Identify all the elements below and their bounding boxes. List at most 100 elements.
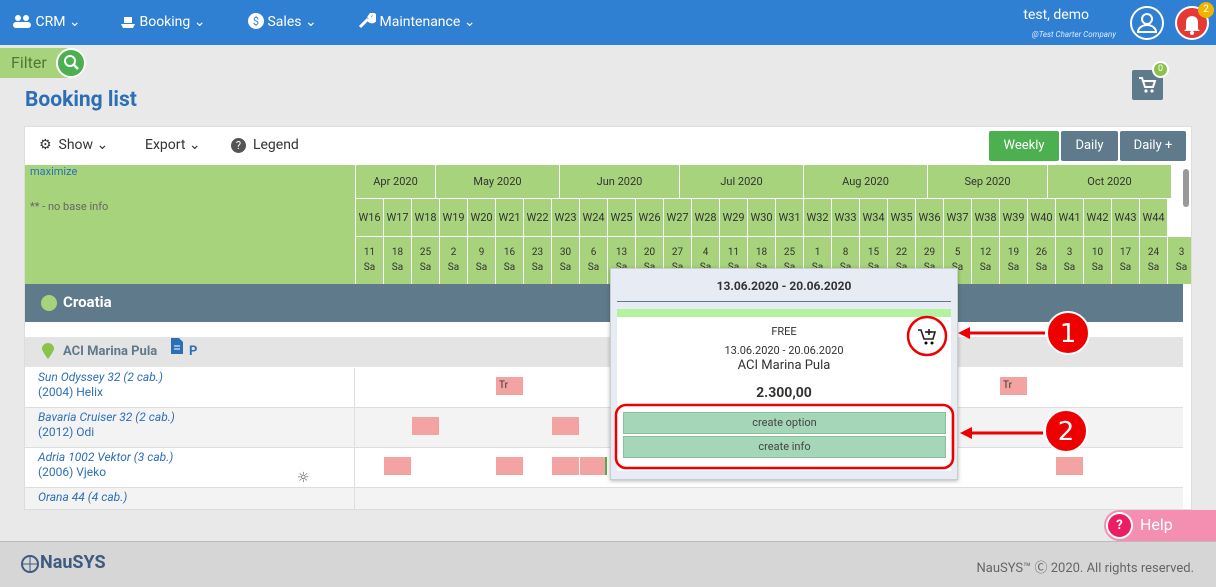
day-number: 26: [1035, 247, 1048, 258]
nav-sales[interactable]: $ Sales ⌄: [248, 0, 317, 45]
user-name: test, demo: [1023, 7, 1089, 23]
booking-block[interactable]: [1056, 457, 1083, 475]
booking-block[interactable]: [580, 457, 607, 475]
day-number: 5: [954, 247, 961, 258]
boat-model[interactable]: Orana 44 (4 cab.): [38, 490, 128, 504]
label: Show: [58, 137, 94, 153]
weekday: Sa: [748, 262, 775, 273]
week-header: W33: [831, 199, 859, 237]
booking-block[interactable]: [552, 457, 579, 475]
day-number: 16: [503, 247, 516, 258]
boat-name: (2004) Helix: [38, 385, 103, 399]
weekday: Sa: [944, 262, 971, 273]
v-scrollbar[interactable]: [1183, 169, 1189, 207]
day-header: 19 Sa: [999, 237, 1027, 284]
day-number: 29: [923, 247, 936, 258]
week-header: W38: [971, 199, 999, 237]
day-header: 3 Sa: [1055, 237, 1083, 284]
month-header: Apr 2020: [355, 165, 435, 199]
maximize-link[interactable]: maximize: [30, 165, 78, 178]
week-header: W30: [747, 199, 775, 237]
day-number: 12: [979, 247, 992, 258]
export-menu[interactable]: Export ⌄: [145, 137, 201, 153]
price: 2.300,00: [756, 385, 812, 401]
legend-button[interactable]: ? Legend: [231, 137, 299, 153]
boat-name: (2006) Vjeko: [38, 465, 107, 479]
daily-plus-button[interactable]: Daily +: [1120, 131, 1186, 161]
week-header: W19: [439, 199, 467, 237]
nav-booking[interactable]: Booking ⌄: [120, 0, 205, 45]
month-header: Oct 2020: [1047, 165, 1171, 199]
day-header: 23 Sa: [523, 237, 551, 284]
day-number: 18: [755, 247, 768, 258]
notification-badge: 2: [1198, 2, 1214, 18]
base: ACI Marina Pula: [737, 358, 831, 373]
boat-row[interactable]: Bavaria Cruiser 32 (2 cab.) (2012) Odi: [25, 408, 1183, 448]
label: CRM: [35, 14, 66, 30]
weekday: Sa: [559, 262, 572, 273]
day-header: 6 Sa: [579, 237, 607, 284]
booking-block[interactable]: [552, 417, 579, 435]
week-header: W28: [691, 199, 719, 237]
day-header: 25 Sa: [411, 237, 439, 284]
weekday: Sa: [391, 262, 404, 273]
note: ** - no base info: [30, 200, 109, 213]
slot-popup: 13.06.2020 - 20.06.2020 FREE 13.06.2020 …: [610, 268, 958, 480]
week-header: W41: [1055, 199, 1083, 237]
add-to-cart[interactable]: [917, 327, 937, 347]
create-option-button[interactable]: create option: [623, 412, 946, 434]
boat-model[interactable]: Sun Odyssey 32 (2 cab.): [38, 370, 163, 384]
day-header: 30 Sa: [551, 237, 579, 284]
day-header: 18 Sa: [383, 237, 411, 284]
status: FREE: [771, 325, 797, 338]
copyright: NauSYS™ Ⓒ 2020. All rights reserved.: [976, 561, 1194, 576]
dates: 13.06.2020 - 20.06.2020: [724, 344, 844, 357]
day-number: 3: [1178, 247, 1185, 258]
week-header: W37: [943, 199, 971, 237]
week-header: W35: [887, 199, 915, 237]
popup-card: FREE 13.06.2020 - 20.06.2020 ACI Marina …: [617, 309, 951, 471]
weekday: Sa: [587, 262, 600, 273]
create-info-button[interactable]: create info: [623, 436, 946, 458]
base-row: ACI Marina Pula P: [25, 337, 1183, 367]
week-header: W36: [915, 199, 943, 237]
svg-text:$: $: [253, 15, 259, 28]
weekly-button[interactable]: Weekly: [989, 131, 1059, 161]
day-number: 27: [671, 247, 684, 258]
week-header: W18: [411, 199, 439, 237]
weekday: Sa: [608, 262, 635, 273]
booking-block[interactable]: [496, 457, 523, 475]
weekday: Sa: [636, 262, 663, 273]
month-header: May 2020: [435, 165, 559, 199]
week-header: W25: [607, 199, 635, 237]
week-header: W42: [1083, 199, 1111, 237]
booking-block[interactable]: [412, 417, 439, 435]
weekday: Sa: [531, 262, 544, 273]
boat-model[interactable]: Bavaria Cruiser 32 (2 cab.): [38, 410, 175, 424]
nav-maintenance[interactable]: Maintenance ⌄: [358, 0, 476, 45]
booking-block[interactable]: [384, 457, 411, 475]
week-header: W27: [663, 199, 691, 237]
boat-model[interactable]: Adria 1002 Vektor (3 cab.): [38, 450, 174, 464]
profile-button[interactable]: [1130, 6, 1164, 40]
boat-name-cell: [25, 368, 355, 408]
nav-crm[interactable]: CRM ⌄: [12, 0, 81, 45]
filter-button[interactable]: Filter: [0, 48, 86, 78]
weekday: Sa: [776, 262, 803, 273]
booking-block[interactable]: Tr: [1000, 377, 1027, 395]
label: Booking: [139, 14, 191, 30]
region-row: Croatia: [25, 284, 1183, 322]
day-header: 2 Sa: [439, 237, 467, 284]
logo-text: NauSYS: [40, 552, 106, 573]
show-menu[interactable]: ⚙ Show ⌄: [39, 137, 109, 153]
booking-block[interactable]: Tr: [496, 377, 523, 395]
help-button[interactable]: ? Help: [1104, 510, 1216, 541]
weekday: Sa: [1119, 262, 1132, 273]
week-header: W39: [999, 199, 1027, 237]
label: Export: [145, 137, 186, 153]
daily-button[interactable]: Daily: [1061, 131, 1118, 161]
boat-row[interactable]: Orana 44 (4 cab.): [25, 488, 1183, 509]
boat-row[interactable]: Adria 1002 Vektor (3 cab.) (2006) Vjeko: [25, 448, 1183, 488]
boat-row[interactable]: Sun Odyssey 32 (2 cab.) (2004) Helix Tr Tr: [25, 368, 1183, 408]
